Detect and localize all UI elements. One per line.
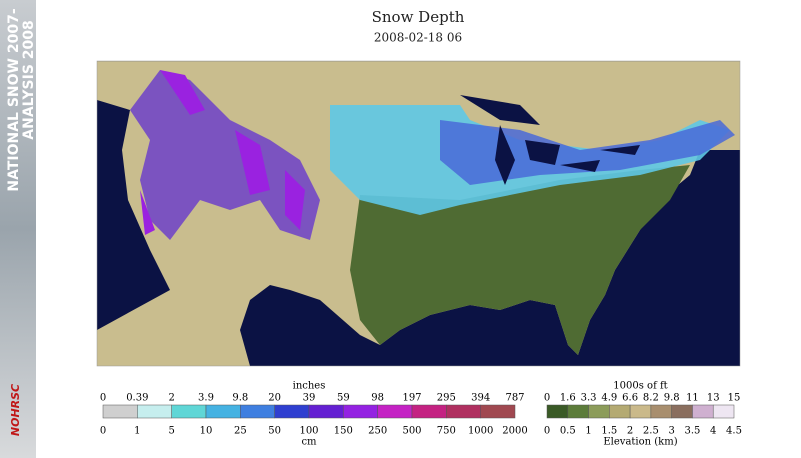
legend-label: 4 [710,426,716,437]
legend-swatch [671,404,693,419]
legend-label: 0 [544,393,550,404]
legend-label: 6.6 [622,393,638,404]
legend-label: 0 [100,426,106,437]
legend-label: 394 [471,393,490,404]
legend-label: 25 [234,426,247,437]
legend-label: 4.5 [726,426,742,437]
legend-label: 0 [100,393,106,404]
snow-deepest [140,70,305,235]
legend-label: 295 [437,393,456,404]
snow-deep [130,70,320,240]
sidebar-line: NATIONAL SNOW 2007- [6,8,22,191]
legend-label: 11 [686,393,699,404]
legend-unit: inches [293,381,326,392]
legend-label: 8.2 [643,393,659,404]
legend-label: 1.6 [560,393,576,404]
legend-swatch [274,404,310,419]
legend-label: 15 [728,393,741,404]
legend-label: 5 [168,426,174,437]
legend-label: 3.5 [684,426,700,437]
legend-swatch [308,404,344,419]
legend-label: 39 [303,393,316,404]
legend-swatch [205,404,241,419]
legend-label: 197 [402,393,421,404]
legend-label: 10 [200,426,213,437]
legend-label: 750 [437,426,456,437]
legend-label: 2.5 [643,426,659,437]
legend-label: 9.8 [232,393,248,404]
legend-swatch [480,404,516,419]
legend-swatch [171,404,207,419]
legend-swatch [712,404,735,419]
legend-swatch [446,404,481,419]
legend-label: 9.8 [664,393,680,404]
legend-label: 3 [668,426,674,437]
legend-label: 13 [707,393,720,404]
legend-label: 100 [299,426,318,437]
legend-swatch [567,404,589,419]
legend-label: 2000 [502,426,527,437]
legend-label: 20 [268,393,281,404]
legend-swatch [102,404,138,419]
legend-label: 2 [168,393,174,404]
legend-label: 1 [134,426,140,437]
legend-label: 1 [585,426,591,437]
legend-swatch [629,404,652,419]
title: Snow Depth [372,8,465,26]
legend-swatch [343,404,378,419]
legend-label: 3.9 [198,393,214,404]
legend-label: 787 [505,393,524,404]
legend-label: 0.39 [126,393,148,404]
legend-label: 1000 [468,426,493,437]
legend-label: 4.9 [601,393,617,404]
map-frame [96,60,741,367]
legend-swatch [650,404,672,419]
legend-swatch [692,404,714,419]
legend-swatch [137,404,172,419]
legend-label: 500 [402,426,421,437]
map [97,61,740,366]
sidebar-line: ANALYSIS 2008 [21,20,37,139]
legend-swatch [609,404,631,419]
lowland [350,165,690,355]
legend-swatch [240,404,275,419]
great-lakes [460,95,640,185]
legend-label: 59 [337,393,350,404]
legend-swatch [588,404,610,419]
legend-swatch [546,404,569,419]
legend-label: 0 [544,426,550,437]
snow-mid [440,120,735,185]
legend-swatch [411,404,447,419]
logo: NOHRSC [9,384,22,436]
legend-swatch [377,404,413,419]
sidebar [0,0,36,458]
legend-label: 250 [368,426,387,437]
legend-label: 2 [627,426,633,437]
legend-unit: Elevation (km) [603,437,677,448]
legend-label: 50 [268,426,281,437]
legend-label: 98 [371,393,384,404]
subtitle: 2008-02-18 06 [374,31,462,45]
legend-label: 1.5 [601,426,617,437]
legend-unit: 1000s of ft [613,381,667,392]
legend-label: 0.5 [560,426,576,437]
legend-label: 150 [334,426,353,437]
legend-unit: cm [301,437,317,448]
legend-label: 3.3 [581,393,597,404]
